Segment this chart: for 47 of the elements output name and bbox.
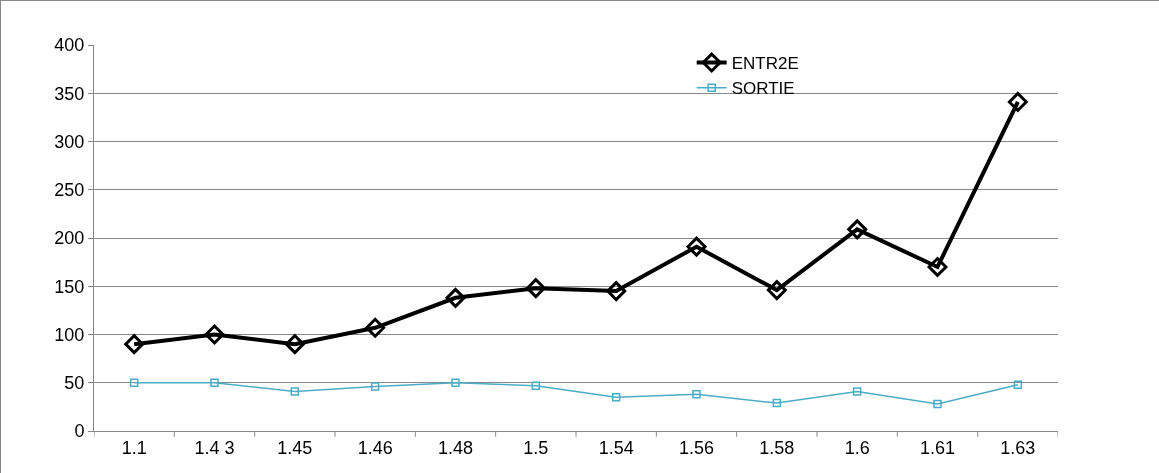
x-tick-label: 1.54 — [598, 437, 634, 458]
point — [129, 378, 139, 387]
point — [1007, 91, 1028, 112]
point — [847, 219, 868, 240]
point — [686, 236, 707, 257]
point — [365, 317, 386, 338]
y-tick-label: 50 — [64, 373, 85, 394]
y-tick-label: 0 — [74, 421, 85, 442]
point — [611, 392, 621, 402]
x-tick-label: 1.48 — [437, 437, 474, 458]
point — [1013, 380, 1023, 389]
point — [531, 381, 541, 390]
y-tick-label: 100 — [54, 324, 85, 345]
y-tick-label: 150 — [54, 276, 85, 297]
x-tick-label: 1.5 — [523, 437, 549, 458]
x-tick-label: 1.58 — [759, 437, 795, 458]
point — [284, 334, 305, 355]
point — [370, 382, 380, 391]
point — [204, 324, 225, 345]
x-tick-label: 1.1 — [121, 437, 147, 458]
x-tick-label: 1.56 — [678, 437, 715, 458]
point — [451, 378, 460, 387]
point — [766, 280, 787, 301]
point — [692, 390, 701, 399]
y-tick-label: 350 — [54, 83, 85, 104]
point — [852, 387, 862, 396]
point — [525, 278, 546, 299]
point — [772, 398, 782, 408]
x-tick-label: 1.6 — [844, 437, 870, 458]
point — [933, 399, 942, 409]
y-tick-label: 400 — [54, 35, 85, 56]
point — [606, 281, 627, 302]
y-tick-label: 250 — [54, 180, 85, 201]
x-tick-label: 1.45 — [277, 437, 313, 458]
legend-label: ENTR2E — [731, 54, 799, 74]
x-tick-label: 1.4 3 — [194, 437, 235, 458]
x-tick-label: 1.63 — [1000, 437, 1036, 458]
y-tick-label: 300 — [54, 131, 85, 152]
x-tick-label: 1.61 — [919, 437, 956, 458]
y-tick-label: 200 — [54, 228, 85, 249]
point — [210, 378, 219, 387]
point — [927, 257, 948, 277]
legend-label: SORTIE — [731, 79, 795, 99]
point — [124, 334, 145, 355]
x-tick-label: 1.46 — [357, 437, 393, 458]
point — [445, 287, 466, 308]
point — [290, 387, 300, 396]
